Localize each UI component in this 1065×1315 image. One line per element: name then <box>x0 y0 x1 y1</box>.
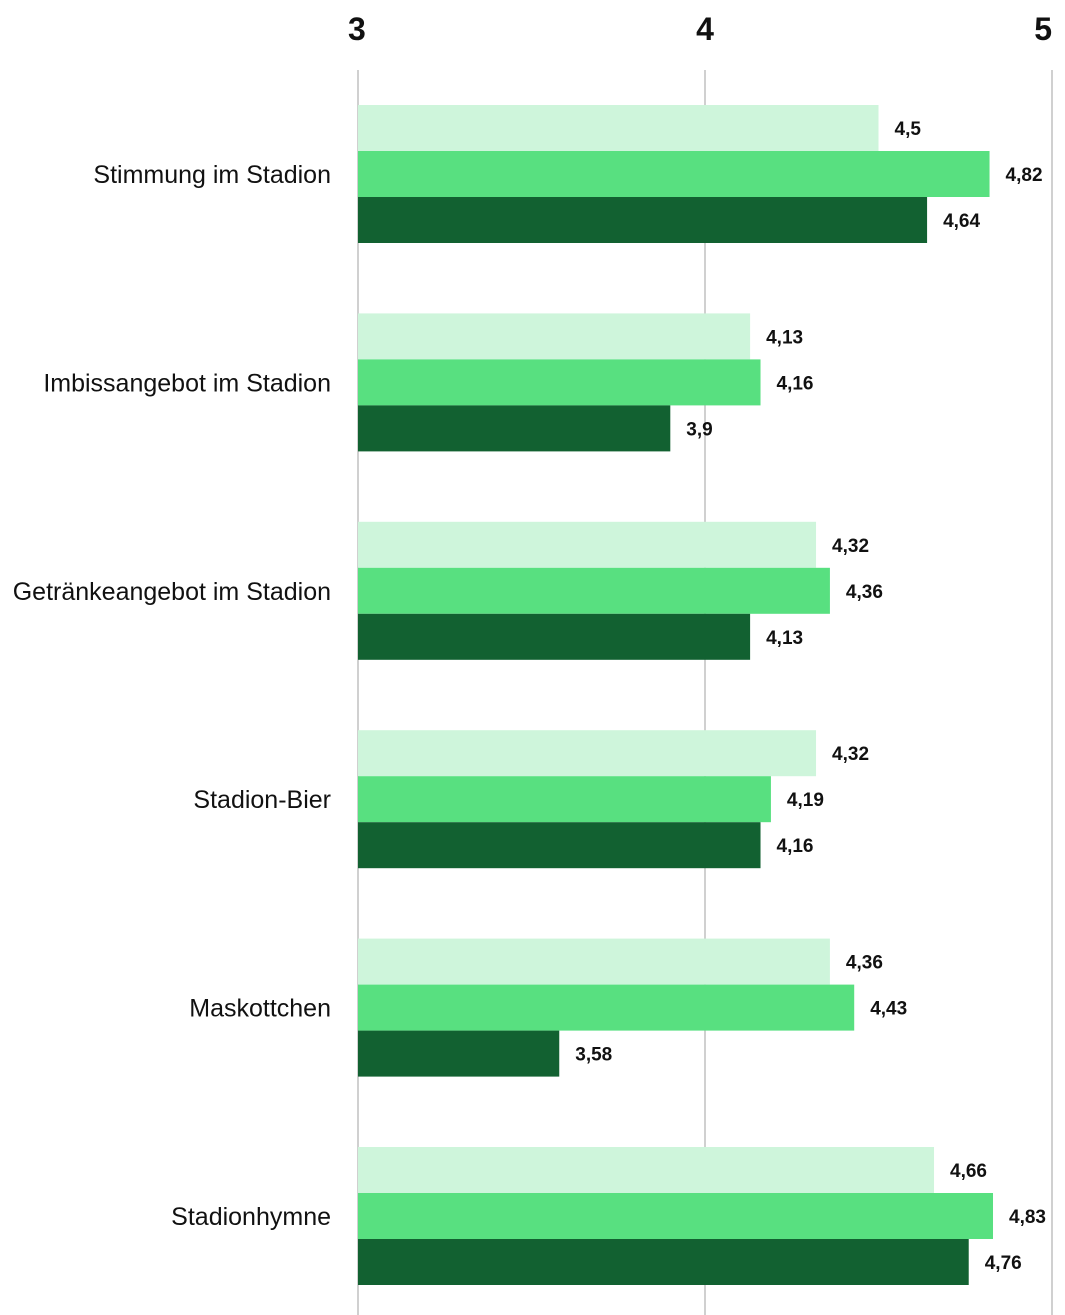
data-label: 3,58 <box>575 1045 612 1066</box>
category-label: Maskottchen <box>189 995 331 1023</box>
gridlines <box>357 70 1053 1315</box>
bar <box>358 405 671 452</box>
bar <box>358 776 771 823</box>
data-label: 4,5 <box>895 119 922 140</box>
bar <box>358 1147 935 1193</box>
category-label: Imbissangebot im Stadion <box>43 369 331 397</box>
data-label: 4,66 <box>950 1161 987 1182</box>
bar <box>358 1239 969 1285</box>
bar <box>358 197 928 243</box>
bar <box>358 730 817 777</box>
tick-label-4: 4 <box>696 11 714 47</box>
data-label: 4,83 <box>1009 1207 1046 1228</box>
category-labels: Stimmung im Stadion Imbissangebot im Stad… <box>13 161 331 1231</box>
data-label: 3,9 <box>686 419 712 440</box>
data-label: 4,82 <box>1006 165 1043 186</box>
bar <box>358 938 830 985</box>
bar <box>358 984 855 1031</box>
data-label: 4,32 <box>832 536 869 557</box>
category-label: Getränkeangebot im Stadion <box>13 578 331 606</box>
bar <box>358 359 761 406</box>
category-label: Stimmung im Stadion <box>93 161 331 189</box>
bar <box>358 567 830 614</box>
data-label: 4,36 <box>846 582 883 603</box>
value-labels: 4,5 4,82 4,64 4,13 4,16 3,9 4,32 4,36 4,13 4,32 4,… <box>575 119 1046 1274</box>
data-label: 4,16 <box>777 836 814 857</box>
bar <box>358 105 879 151</box>
data-label: 4,13 <box>766 327 803 348</box>
bar <box>358 521 817 568</box>
data-label: 4,13 <box>766 628 803 649</box>
data-label: 4,43 <box>870 999 907 1020</box>
data-label: 4,36 <box>846 953 883 974</box>
tick-label-3: 3 <box>348 11 366 47</box>
bar <box>358 613 751 660</box>
bar <box>358 822 761 869</box>
bar <box>358 313 751 360</box>
tick-label-5: 5 <box>1034 11 1052 47</box>
bar <box>358 1030 560 1077</box>
data-label: 4,76 <box>985 1253 1022 1274</box>
bar <box>358 1193 994 1239</box>
data-label: 4,16 <box>777 373 814 394</box>
data-label: 4,19 <box>787 790 824 811</box>
category-label: Stadion-Bier <box>193 786 331 814</box>
data-label: 4,64 <box>943 211 980 232</box>
bar <box>358 151 990 197</box>
bars <box>358 105 994 1285</box>
x-axis-ticks: 3 4 5 <box>348 11 1052 47</box>
data-label: 4,32 <box>832 744 869 765</box>
category-label: Stadionhymne <box>171 1203 331 1231</box>
